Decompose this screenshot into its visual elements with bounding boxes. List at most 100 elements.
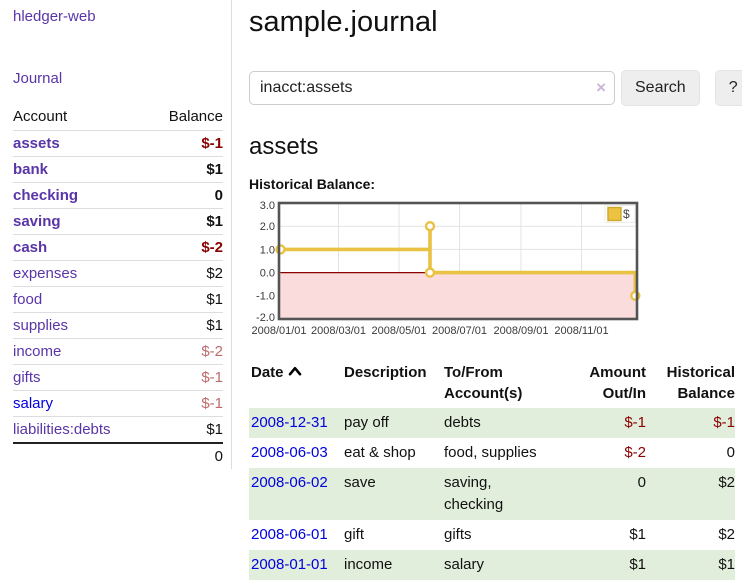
account-row: expenses $2 [13,260,223,287]
transaction-date-link[interactable]: 2008-12-31 [251,414,328,431]
transaction-amount: $-2 [624,444,646,461]
register-row: 2008-01-01 income salary $1 $1 [249,550,735,580]
amount-column-header: Amount Out/In [589,364,646,402]
account-link-salary[interactable]: salary [13,395,54,412]
y-tick-label: 1.0 [260,244,275,256]
transaction-accounts: saving, checking [444,468,556,520]
register-row: 2008-12-31 pay off debts $-1 $-1 [249,408,735,438]
y-tick-label: -2.0 [256,312,275,324]
transaction-description: eat & shop [344,444,416,461]
account-column-header: Account [13,108,68,125]
account-link-income[interactable]: income [13,343,62,360]
transaction-date-link[interactable]: 2008-01-01 [251,556,328,573]
transaction-date-link[interactable]: 2008-06-03 [251,444,328,461]
transaction-balance: $-1 [646,408,735,438]
account-balance: $-2 [147,338,223,365]
sidebar-nav: Journal [13,70,223,88]
register-row: 2008-06-01 gift gifts $1 $2 [249,520,735,550]
register-row: 2008-06-02 save saving, checking 0 $2 [249,468,735,520]
account-balance: 0 [147,182,223,209]
account-balance: $-1 [147,390,223,417]
search-button[interactable]: Search [621,70,700,106]
transaction-date-link[interactable]: 2008-06-01 [251,526,328,543]
page-title: sample.journal [249,6,438,38]
date-column-header[interactable]: Date [249,360,344,408]
account-balance: $1 [147,208,223,235]
account-row: bank $1 [13,156,223,183]
accounts-table-header: Account Balance [13,105,223,131]
account-row: assets $-1 [13,130,223,157]
account-row: cash $-2 [13,234,223,261]
balance-chart: 3.0 2.0 1.0 0.0 -1.0 -2.0 [249,199,742,346]
account-link-assets[interactable]: assets [13,135,60,152]
sidebar: hledger-web Journal Account Balance asse… [0,0,232,469]
transaction-date-link[interactable]: 2008-06-02 [251,474,328,491]
chart-title: Historical Balance: [249,176,376,192]
y-tick-label: 2.0 [260,221,275,233]
brand-link[interactable]: hledger-web [13,8,96,25]
search-bar: × Search ? [249,70,742,106]
account-balance: $1 [147,286,223,313]
account-link-bank[interactable]: bank [13,161,49,178]
account-row: income $-2 [13,338,223,365]
transaction-accounts: salary [444,550,556,580]
account-row: food $1 [13,286,223,313]
clear-search-icon[interactable]: × [596,77,606,97]
account-balance: $-1 [147,130,223,157]
transaction-balance: $1 [646,550,735,580]
brand: hledger-web [13,8,223,26]
account-balance: $1 [147,416,223,443]
account-link-gifts[interactable]: gifts [13,369,41,386]
transaction-balance: 0 [726,444,735,461]
balance-column-header: Historical Balance [666,364,735,402]
legend-swatch [607,206,622,222]
account-row: checking 0 [13,182,223,209]
account-heading: assets [249,133,319,160]
sidebar-item-journal[interactable]: Journal [13,70,63,87]
transaction-description: gift [344,526,365,543]
x-tick-label: 2008/01/01 [251,325,306,337]
negative-region [280,272,636,319]
transaction-amount: $1 [556,550,646,580]
x-tick-label: 2008/05/01 [371,325,426,337]
chart-border [277,201,639,321]
accounts-total-row: 0 [13,442,223,469]
accounts-total-value: 0 [147,442,223,469]
balance-column-header: Balance [168,108,223,125]
account-link-food[interactable]: food [13,291,43,308]
description-column-header: Description [344,364,427,381]
accounts-table: Account Balance assets $-1 bank $1 check… [13,105,223,469]
account-row: gifts $-1 [13,364,223,391]
register-row: 2008-06-03 eat & shop food, supplies $-2… [249,438,735,468]
accounts-column-header: To/From Account(s) [444,364,523,402]
register-table: Date Description To/From Account(s) Amou… [249,360,735,580]
x-tick-label: 2008/09/01 [493,325,548,337]
account-balance: $1 [147,312,223,339]
chart-legend: $ [604,205,636,223]
x-tick-label: 2008/11/01 [554,325,608,337]
account-link-liabilities-debts[interactable]: liabilities:debts [13,421,111,438]
chart-canvas: 3.0 2.0 1.0 0.0 -1.0 -2.0 [251,200,641,337]
transaction-accounts: food, supplies [444,444,537,461]
transaction-balance: $2 [646,468,735,520]
account-link-supplies[interactable]: supplies [13,317,69,334]
x-tick-label: 2008/03/01 [311,325,366,337]
transaction-description: save [344,468,444,520]
account-link-expenses[interactable]: expenses [13,265,78,282]
account-link-cash[interactable]: cash [13,239,48,256]
transaction-description: income [344,550,444,580]
legend-label: $ [623,207,630,221]
sort-ascending-icon [288,361,302,382]
account-link-checking[interactable]: checking [13,187,79,204]
account-link-saving[interactable]: saving [13,213,61,230]
register-header-row: Date Description To/From Account(s) Amou… [249,360,735,408]
search-input[interactable] [249,71,615,105]
account-row: liabilities:debts $1 [13,416,223,443]
help-button[interactable]: ? [714,70,742,106]
account-balance: $-2 [147,234,223,261]
transaction-accounts: debts [444,408,556,438]
transaction-balance: $2 [718,526,735,543]
x-tick-label: 2008/07/01 [432,325,487,337]
account-balance: $-1 [147,364,223,391]
